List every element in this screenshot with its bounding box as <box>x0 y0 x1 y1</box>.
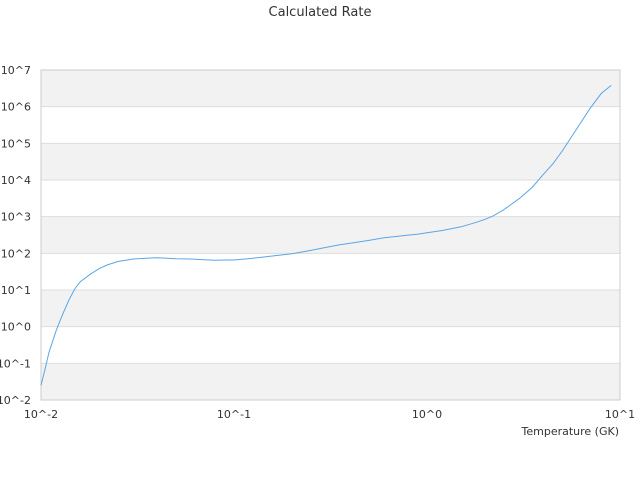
y-tick-label: 10^7 <box>1 64 31 77</box>
y-tick-label: 10^3 <box>1 211 31 224</box>
x-tick-label: 10^0 <box>412 408 442 421</box>
grid-band <box>41 363 620 400</box>
y-tick-label: 10^6 <box>1 101 31 114</box>
y-tick-label: 10^5 <box>1 137 31 150</box>
y-tick-label: 10^-2 <box>0 394 31 407</box>
y-tick-label: 10^-1 <box>0 357 31 370</box>
grid-band <box>41 216 620 254</box>
y-tick-label: 10^2 <box>1 247 31 260</box>
y-tick-label: 10^0 <box>1 321 31 334</box>
x-axis-ticks: 10^-2 10^-1 10^0 10^1 <box>24 408 635 421</box>
y-tick-label: 10^1 <box>1 284 31 297</box>
y-tick-label: 10^4 <box>1 174 31 187</box>
y-axis-ticks: 10^-2 10^-1 10^0 10^1 10^2 10^3 10^4 10^5 10^6 10… <box>0 64 31 407</box>
x-tick-label: 10^-1 <box>217 408 251 421</box>
x-axis-label: Temperature (GK) <box>521 425 620 438</box>
x-tick-label: 10^-2 <box>24 408 58 421</box>
chart-title: Calculated Rate <box>269 5 372 20</box>
grid-band <box>41 143 620 180</box>
grid-bands <box>41 70 620 400</box>
plot-area <box>40 69 621 401</box>
rate-line <box>40 85 612 386</box>
grid-band <box>41 70 620 107</box>
grid-band <box>41 290 620 327</box>
x-tick-label: 10^1 <box>605 408 635 421</box>
